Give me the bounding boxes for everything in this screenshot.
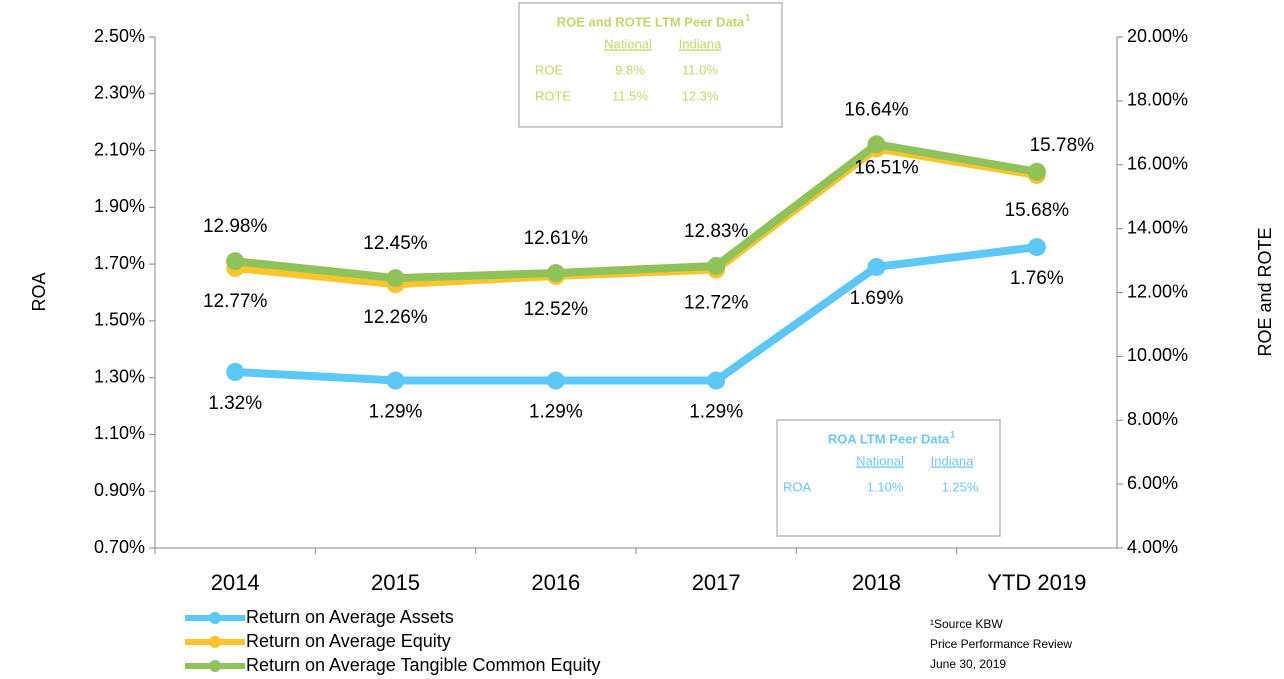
annotation-cell: 1.25%: [942, 479, 979, 494]
y-tick-label: 2.50%: [94, 26, 145, 46]
point: [867, 257, 886, 276]
annotation-sup: 1: [745, 12, 750, 22]
x-tick-label: 2016: [531, 570, 580, 595]
y2-tick-label: 16.00%: [1127, 154, 1188, 174]
y2-tick-label: 8.00%: [1127, 409, 1178, 429]
legend-marker: [209, 636, 221, 648]
y2-tick-label: 18.00%: [1127, 90, 1188, 110]
annotation-cell: 12.3%: [682, 88, 719, 103]
y-tick-label: 2.30%: [94, 83, 145, 103]
point: [386, 269, 405, 288]
y2-tick-label: 12.00%: [1127, 281, 1188, 301]
data-label: 12.61%: [524, 228, 589, 249]
data-label: 1.76%: [1010, 268, 1064, 289]
source-note: ¹Source KBW: [930, 617, 1003, 631]
annotation-box: [518, 2, 783, 128]
y2-axis-label: ROE and ROTE: [1255, 227, 1275, 356]
point: [226, 362, 245, 381]
annotation-header: National: [856, 453, 904, 468]
annotation-cell: ROE: [535, 62, 564, 77]
annotation-sup: 1: [950, 429, 955, 439]
annotation-cell: ROTE: [535, 88, 571, 103]
annotation-title: ROA LTM Peer Data: [828, 431, 950, 446]
legend-label: Return on Average Tangible Common Equity: [246, 655, 601, 675]
annotation-title: ROE and ROTE LTM Peer Data: [557, 14, 745, 29]
data-label: 1.69%: [850, 288, 904, 309]
data-label: 1.32%: [208, 393, 262, 414]
data-label: 16.51%: [854, 157, 919, 178]
data-label: 12.77%: [203, 291, 268, 312]
legend-label: Return on Average Assets: [246, 607, 454, 627]
y-tick-label: 0.70%: [94, 537, 145, 557]
y2-tick-label: 10.00%: [1127, 345, 1188, 365]
y2-tick-label: 6.00%: [1127, 473, 1178, 493]
annotation-cell: 11.0%: [682, 62, 718, 77]
data-label: 1.29%: [369, 402, 423, 423]
y-tick-label: 2.10%: [94, 139, 145, 159]
legend-marker: [209, 612, 221, 624]
y2-tick-label: 20.00%: [1127, 26, 1188, 46]
y-tick-label: 1.90%: [94, 196, 145, 216]
data-label: 15.68%: [1005, 200, 1070, 221]
data-label: 12.45%: [363, 233, 428, 254]
point: [867, 135, 886, 154]
point: [546, 371, 565, 390]
point: [707, 371, 726, 390]
data-label: 12.98%: [203, 216, 268, 237]
y-axis-label: ROA: [29, 272, 49, 311]
point: [226, 252, 245, 271]
x-tick-label: YTD 2019: [987, 570, 1086, 595]
data-label: 1.29%: [689, 402, 743, 423]
annotation-header: National: [604, 36, 652, 51]
point: [707, 256, 726, 275]
data-label: 16.64%: [844, 99, 909, 120]
y-tick-label: 1.50%: [94, 310, 145, 330]
annotation-box: [776, 419, 1001, 537]
annotation-cell: 1.10%: [867, 479, 904, 494]
source-note: Price Performance Review: [930, 637, 1072, 651]
point: [546, 264, 565, 283]
data-label: 12.26%: [363, 307, 428, 328]
y2-tick-label: 14.00%: [1127, 217, 1188, 237]
point: [1027, 162, 1046, 181]
data-label: 12.72%: [684, 293, 749, 314]
data-label: 12.83%: [684, 221, 749, 242]
y-tick-label: 1.10%: [94, 423, 145, 443]
annotation-cell: 9.8%: [615, 62, 645, 77]
x-tick-label: 2017: [692, 570, 741, 595]
annotation-cell: ROA: [783, 479, 812, 494]
data-label: 15.78%: [1030, 135, 1095, 156]
legend-marker: [209, 660, 221, 672]
x-tick-label: 2015: [371, 570, 420, 595]
y-tick-label: 1.70%: [94, 253, 145, 273]
series-line: [234, 140, 1038, 283]
y-tick-label: 1.30%: [94, 366, 145, 386]
x-tick-label: 2014: [211, 570, 260, 595]
series-line: [234, 243, 1038, 385]
annotation-cell: 11.5%: [612, 88, 648, 103]
annotation-header: Indiana: [679, 36, 722, 51]
point: [1027, 238, 1046, 257]
data-label: 12.52%: [524, 299, 589, 320]
x-tick-label: 2018: [852, 570, 901, 595]
y-tick-label: 0.90%: [94, 480, 145, 500]
point: [386, 371, 405, 390]
legend-label: Return on Average Equity: [246, 631, 451, 651]
y2-tick-label: 4.00%: [1127, 537, 1178, 557]
source-note: June 30, 2019: [930, 657, 1006, 671]
annotation-header: Indiana: [931, 453, 974, 468]
data-label: 1.29%: [529, 402, 583, 423]
